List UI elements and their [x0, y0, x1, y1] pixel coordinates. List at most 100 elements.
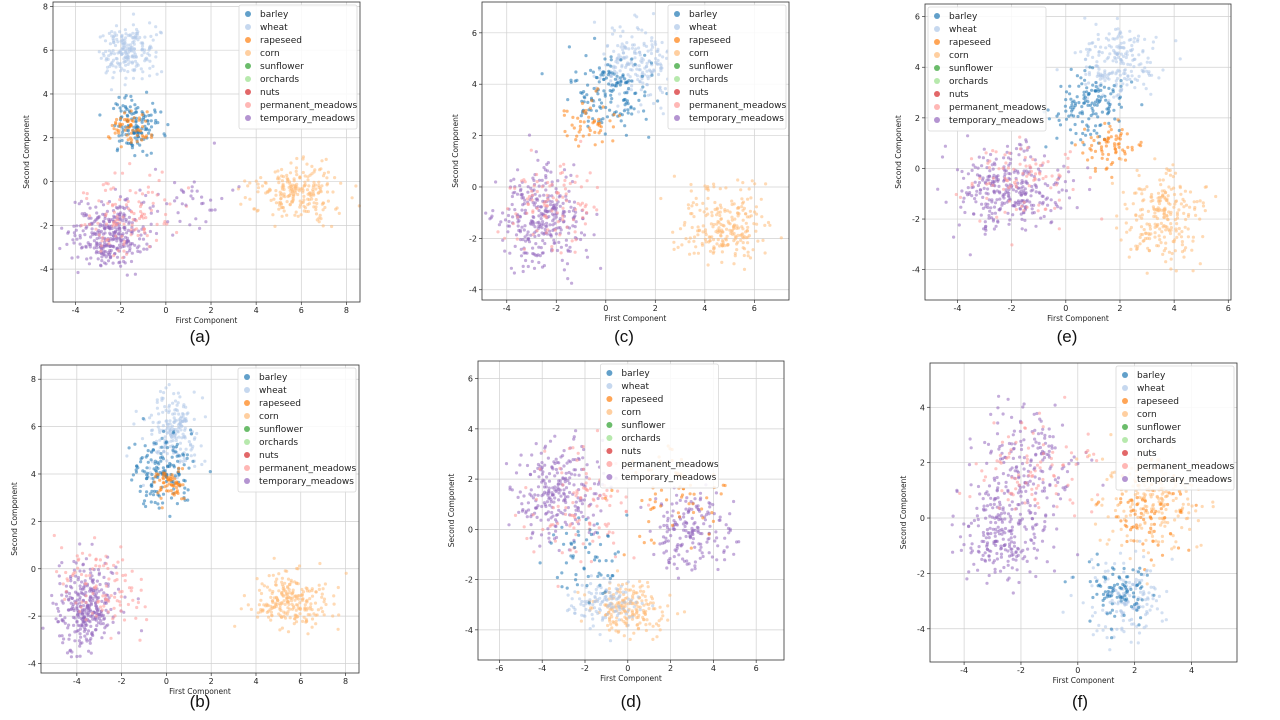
data-point-wheat: [598, 76, 602, 80]
data-point-wheat: [171, 412, 175, 416]
data-point-corn: [302, 184, 306, 188]
data-point-wheat: [119, 69, 123, 73]
data-point-temporary_meadows: [1022, 149, 1026, 153]
data-point-wheat: [134, 64, 138, 68]
data-point-temporary_meadows: [550, 180, 554, 184]
data-point-corn: [307, 198, 311, 202]
data-point-barley: [1093, 100, 1097, 104]
data-point-corn: [243, 196, 247, 200]
data-point-barley: [1094, 80, 1098, 85]
data-point-permanent_meadows: [579, 139, 583, 143]
data-point-temporary_meadows: [90, 542, 94, 546]
data-point-rapeseed: [170, 483, 174, 487]
data-point-rapeseed: [1130, 148, 1134, 152]
data-point-temporary_meadows: [550, 510, 554, 515]
data-point-barley: [156, 460, 160, 464]
data-point-corn: [331, 614, 335, 618]
data-point-temporary_meadows: [125, 231, 129, 235]
data-point-permanent_meadows: [121, 573, 125, 578]
data-point-temporary_meadows: [102, 244, 106, 248]
data-point-corn: [1135, 218, 1139, 222]
data-point-corn: [1174, 269, 1178, 273]
data-point-temporary_meadows: [1019, 186, 1023, 190]
data-point-barley: [622, 109, 626, 113]
data-point-temporary_meadows: [592, 492, 596, 496]
data-point-barley: [602, 89, 606, 93]
data-point-wheat: [1084, 72, 1088, 76]
data-point-corn: [292, 622, 296, 626]
data-point-temporary_meadows: [151, 204, 155, 208]
data-point-temporary_meadows: [581, 515, 585, 519]
data-point-temporary_meadows: [521, 264, 525, 268]
data-point-barley: [1094, 124, 1098, 128]
data-point-temporary_meadows: [662, 514, 666, 518]
data-point-temporary_meadows: [534, 150, 538, 154]
data-point-temporary_meadows: [78, 542, 82, 546]
data-point-wheat: [155, 406, 159, 410]
data-point-wheat: [129, 48, 133, 52]
data-point-barley: [150, 472, 154, 477]
data-point-permanent_meadows: [105, 238, 109, 242]
data-point-permanent_meadows: [146, 190, 150, 194]
data-point-temporary_meadows: [677, 553, 681, 557]
data-point-wheat: [133, 67, 137, 72]
data-point-temporary_meadows: [189, 194, 193, 198]
data-point-permanent_meadows: [129, 589, 133, 593]
data-point-barley: [160, 436, 164, 440]
data-point-barley: [594, 109, 599, 113]
data-point-wheat: [156, 451, 160, 455]
data-point-wheat: [1096, 71, 1100, 75]
data-point-permanent_meadows: [526, 202, 530, 206]
data-point-rapeseed: [1081, 140, 1085, 144]
data-point-barley: [614, 81, 619, 85]
data-point-barley: [643, 90, 647, 94]
data-point-barley: [149, 125, 154, 129]
y-tick-label: 8: [31, 375, 36, 384]
data-point-temporary_meadows: [996, 174, 1000, 178]
data-point-wheat: [1106, 73, 1110, 77]
data-point-barley: [1075, 74, 1079, 78]
data-point-temporary_meadows: [144, 193, 148, 198]
data-point-wheat: [132, 422, 136, 426]
data-point-wheat: [656, 49, 660, 53]
data-point-corn: [754, 212, 759, 216]
data-point-wheat: [627, 47, 631, 51]
data-point-corn: [321, 201, 326, 205]
data-point-barley: [1080, 112, 1085, 116]
data-point-permanent_meadows: [1053, 206, 1057, 210]
data-point-rapeseed: [1112, 142, 1117, 146]
data-point-temporary_meadows: [574, 508, 578, 512]
data-point-rapeseed: [565, 134, 569, 138]
data-point-rapeseed: [597, 131, 601, 135]
data-point-rapeseed: [597, 117, 601, 121]
data-point-permanent_meadows: [984, 151, 988, 155]
data-point-corn: [317, 185, 321, 190]
data-point-wheat: [1119, 41, 1123, 45]
legend-box: [927, 6, 1047, 132]
data-point-wheat: [615, 71, 619, 75]
data-point-temporary_meadows: [700, 551, 704, 555]
data-point-permanent_meadows: [571, 218, 576, 222]
data-point-temporary_meadows: [82, 629, 86, 633]
data-point-wheat: [184, 447, 188, 451]
data-point-corn: [688, 252, 692, 256]
data-point-corn: [281, 594, 286, 598]
x-tick-label: 0: [164, 677, 169, 686]
data-point-corn: [306, 632, 310, 636]
data-point-wheat: [612, 49, 616, 54]
data-point-permanent_meadows: [84, 600, 88, 605]
data-point-corn: [286, 600, 290, 604]
data-point-wheat: [133, 34, 137, 38]
data-point-barley: [146, 122, 150, 126]
data-point-temporary_meadows: [61, 641, 65, 645]
data-point-temporary_meadows: [992, 205, 997, 209]
data-point-wheat: [1091, 55, 1095, 60]
y-tick-label: 6: [43, 46, 48, 55]
data-point-permanent_meadows: [107, 599, 111, 603]
data-point-corn: [270, 591, 274, 595]
legend-marker-temporary_meadows: [244, 478, 250, 484]
data-point-wheat: [645, 83, 649, 87]
data-point-temporary_meadows: [554, 215, 558, 219]
data-point-wheat: [645, 69, 649, 73]
data-point-temporary_meadows: [596, 496, 600, 501]
